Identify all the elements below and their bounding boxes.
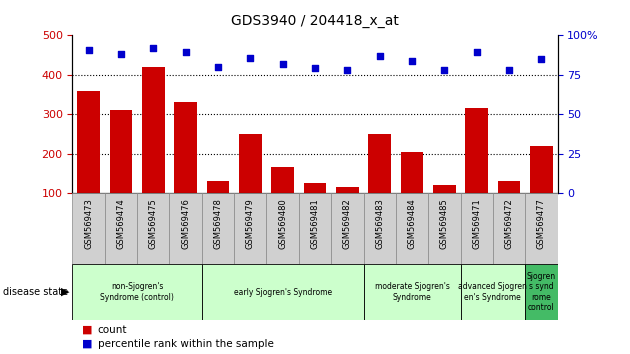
- Bar: [239, 134, 261, 232]
- Text: GSM569478: GSM569478: [214, 199, 222, 250]
- Point: [245, 55, 255, 61]
- Bar: [364, 264, 461, 320]
- Bar: [336, 187, 358, 232]
- Bar: [433, 185, 455, 232]
- Text: early Sjogren's Syndrome: early Sjogren's Syndrome: [234, 287, 332, 297]
- Text: GSM569473: GSM569473: [84, 199, 93, 250]
- Text: GSM569483: GSM569483: [375, 199, 384, 250]
- Text: Sjogren
s synd
rome
control: Sjogren s synd rome control: [527, 272, 556, 312]
- Bar: [266, 193, 299, 264]
- Bar: [105, 193, 137, 264]
- Text: GSM569481: GSM569481: [311, 199, 319, 249]
- Text: non-Sjogren's
Syndrome (control): non-Sjogren's Syndrome (control): [100, 282, 174, 302]
- Text: GSM569480: GSM569480: [278, 199, 287, 249]
- Point: [342, 67, 352, 73]
- Point: [278, 61, 288, 67]
- Text: ■: ■: [82, 325, 93, 335]
- Point: [310, 65, 320, 71]
- Bar: [110, 110, 132, 232]
- Bar: [331, 193, 364, 264]
- Point: [439, 67, 449, 73]
- Text: GSM569472: GSM569472: [505, 199, 513, 249]
- Text: ▶: ▶: [61, 287, 69, 297]
- Bar: [169, 193, 202, 264]
- Point: [504, 67, 514, 73]
- Bar: [530, 146, 553, 232]
- Bar: [493, 193, 525, 264]
- Text: GSM569482: GSM569482: [343, 199, 352, 249]
- Point: [407, 58, 417, 64]
- Point: [375, 53, 385, 59]
- Bar: [142, 67, 164, 232]
- Text: moderate Sjogren's
Syndrome: moderate Sjogren's Syndrome: [375, 282, 449, 302]
- Bar: [202, 264, 364, 320]
- Bar: [466, 108, 488, 232]
- Text: GSM569485: GSM569485: [440, 199, 449, 249]
- Bar: [234, 193, 266, 264]
- Text: GSM569484: GSM569484: [408, 199, 416, 249]
- Text: advanced Sjogren
en's Syndrome: advanced Sjogren en's Syndrome: [459, 282, 527, 302]
- Bar: [364, 193, 396, 264]
- Text: GDS3940 / 204418_x_at: GDS3940 / 204418_x_at: [231, 14, 399, 28]
- Bar: [428, 193, 461, 264]
- Text: GSM569474: GSM569474: [117, 199, 125, 249]
- Point: [472, 49, 482, 55]
- Bar: [137, 193, 169, 264]
- Bar: [461, 264, 525, 320]
- Bar: [175, 102, 197, 232]
- Bar: [498, 181, 520, 232]
- Bar: [525, 264, 558, 320]
- Text: percentile rank within the sample: percentile rank within the sample: [98, 339, 273, 349]
- Bar: [396, 193, 428, 264]
- Bar: [272, 167, 294, 232]
- Point: [148, 46, 158, 51]
- Text: GSM569476: GSM569476: [181, 199, 190, 250]
- Bar: [401, 152, 423, 232]
- Bar: [525, 193, 558, 264]
- Bar: [77, 91, 100, 232]
- Text: count: count: [98, 325, 127, 335]
- Bar: [461, 193, 493, 264]
- Point: [181, 50, 191, 55]
- Bar: [72, 264, 202, 320]
- Text: GSM569479: GSM569479: [246, 199, 255, 249]
- Text: GSM569471: GSM569471: [472, 199, 481, 249]
- Bar: [369, 134, 391, 232]
- Bar: [72, 193, 105, 264]
- Bar: [202, 193, 234, 264]
- Bar: [299, 193, 331, 264]
- Bar: [304, 183, 326, 232]
- Text: disease state: disease state: [3, 287, 68, 297]
- Point: [84, 47, 94, 53]
- Text: GSM569475: GSM569475: [149, 199, 158, 249]
- Text: GSM569477: GSM569477: [537, 199, 546, 250]
- Bar: [207, 181, 229, 232]
- Point: [536, 56, 546, 62]
- Text: ■: ■: [82, 339, 93, 349]
- Point: [213, 64, 223, 70]
- Point: [116, 51, 126, 57]
